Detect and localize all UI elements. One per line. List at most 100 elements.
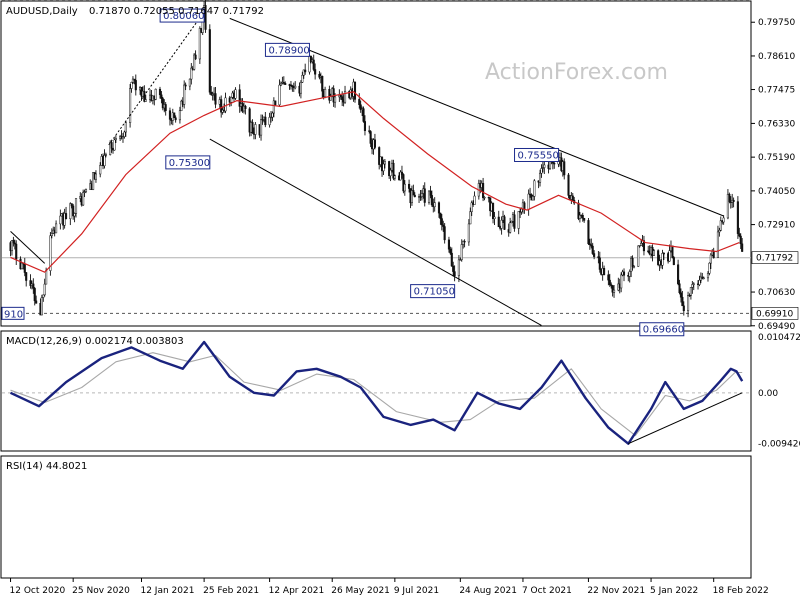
candle-body bbox=[408, 183, 411, 189]
ohlc-label: 0.71870 0.72055 0.71647 0.71792 bbox=[89, 6, 264, 17]
candle-body bbox=[688, 295, 691, 297]
candle-body bbox=[571, 195, 574, 201]
candle-body bbox=[362, 108, 365, 122]
current-price-tag bbox=[751, 251, 799, 264]
annotation-label: 0.80060 bbox=[163, 11, 204, 22]
candle-body bbox=[708, 262, 711, 274]
candle-body bbox=[637, 245, 640, 267]
candle-body bbox=[677, 264, 680, 285]
candle-body bbox=[180, 100, 183, 111]
x-tick-label: 18 Feb 2022 bbox=[713, 586, 769, 596]
candle-body bbox=[590, 244, 593, 247]
candle-body bbox=[133, 78, 136, 81]
candle-body bbox=[264, 116, 267, 126]
candle-body bbox=[467, 223, 470, 243]
candle-body bbox=[739, 235, 742, 245]
candle-body bbox=[193, 54, 196, 70]
candle-body bbox=[718, 230, 721, 233]
candle-body bbox=[722, 217, 725, 223]
annotation-box bbox=[410, 284, 456, 299]
candle-body bbox=[457, 259, 460, 277]
candle-body bbox=[459, 259, 462, 261]
candle-body bbox=[732, 199, 735, 202]
x-tick-label: 25 Nov 2020 bbox=[72, 586, 130, 596]
candle-body bbox=[741, 243, 744, 252]
candle-body bbox=[392, 162, 395, 179]
candle-body bbox=[738, 233, 741, 237]
candle-body bbox=[463, 241, 466, 243]
candle-body bbox=[668, 250, 671, 262]
candle-body bbox=[567, 174, 570, 196]
candle-body bbox=[272, 100, 275, 114]
price-y-axis: 0.79750 0.78610 0.77475 0.76330 0.75190 0.740… bbox=[751, 18, 799, 332]
candle-body bbox=[131, 78, 135, 83]
candle-body bbox=[238, 89, 241, 107]
candle-body bbox=[220, 99, 223, 113]
candle-body bbox=[716, 231, 720, 258]
candle-body bbox=[123, 131, 126, 137]
candle-body bbox=[598, 257, 601, 270]
candle-body bbox=[278, 84, 281, 106]
candle-body bbox=[473, 195, 476, 205]
support-price-label: 0.69910 bbox=[756, 309, 793, 319]
candle-body bbox=[657, 250, 660, 266]
candle-body bbox=[527, 193, 530, 210]
candle-body bbox=[359, 104, 362, 110]
trend-lines bbox=[10, 17, 724, 326]
candle-body bbox=[321, 75, 324, 92]
price-levels bbox=[2, 257, 751, 314]
candle-body bbox=[423, 188, 426, 203]
candle-body bbox=[671, 245, 674, 258]
candle-body bbox=[403, 183, 406, 192]
candle-body bbox=[597, 256, 600, 259]
candle-body bbox=[214, 93, 217, 105]
candle-body bbox=[640, 242, 643, 246]
candle-body bbox=[324, 88, 327, 98]
candle-body bbox=[541, 167, 544, 169]
candle-body bbox=[553, 162, 556, 165]
candle-body bbox=[268, 117, 271, 126]
candle-body bbox=[211, 94, 214, 96]
candle-body bbox=[388, 161, 391, 177]
candle-body bbox=[736, 201, 739, 234]
candle-body bbox=[204, 5, 207, 30]
candle-body bbox=[94, 173, 97, 180]
candle-body bbox=[631, 257, 634, 267]
candle-body bbox=[158, 88, 162, 96]
candle-body bbox=[661, 252, 664, 266]
candle-body bbox=[517, 211, 520, 229]
candle-body bbox=[314, 69, 317, 75]
candle-body bbox=[632, 266, 636, 268]
candle-body bbox=[299, 81, 302, 94]
candle-body bbox=[194, 54, 197, 60]
candle-body bbox=[400, 171, 404, 175]
candle-body bbox=[603, 268, 606, 276]
candle-body bbox=[533, 180, 536, 197]
x-tick-label: 12 Apr 2021 bbox=[269, 586, 325, 596]
candle-body bbox=[129, 88, 132, 123]
annotation-label: 0.75300 bbox=[169, 158, 210, 169]
macd-lines bbox=[9, 340, 744, 445]
candle-body bbox=[427, 190, 431, 203]
symbol-label: AUDUSD,Daily bbox=[6, 6, 78, 17]
candle-body bbox=[55, 223, 58, 234]
candle-body bbox=[410, 190, 413, 204]
candle-body bbox=[591, 245, 594, 254]
candle-body bbox=[500, 219, 503, 229]
candle-body bbox=[224, 97, 227, 112]
trend-line bbox=[229, 17, 724, 217]
candle-body bbox=[251, 122, 254, 133]
candle-body bbox=[607, 274, 610, 281]
left-edge-label: 910 bbox=[4, 309, 23, 320]
candle-body bbox=[99, 165, 102, 175]
candle-body bbox=[440, 218, 443, 226]
candle-body bbox=[104, 154, 107, 156]
candle-body bbox=[260, 119, 263, 136]
macd-tick-label: 0.010472 bbox=[758, 333, 800, 343]
candle-body bbox=[164, 104, 167, 111]
macd-tick-label: 0.00 bbox=[758, 389, 778, 399]
candle-body bbox=[543, 164, 546, 168]
candle-body bbox=[413, 194, 416, 198]
candle-body bbox=[610, 284, 613, 286]
annotation-label: 0.75550 bbox=[518, 150, 559, 161]
